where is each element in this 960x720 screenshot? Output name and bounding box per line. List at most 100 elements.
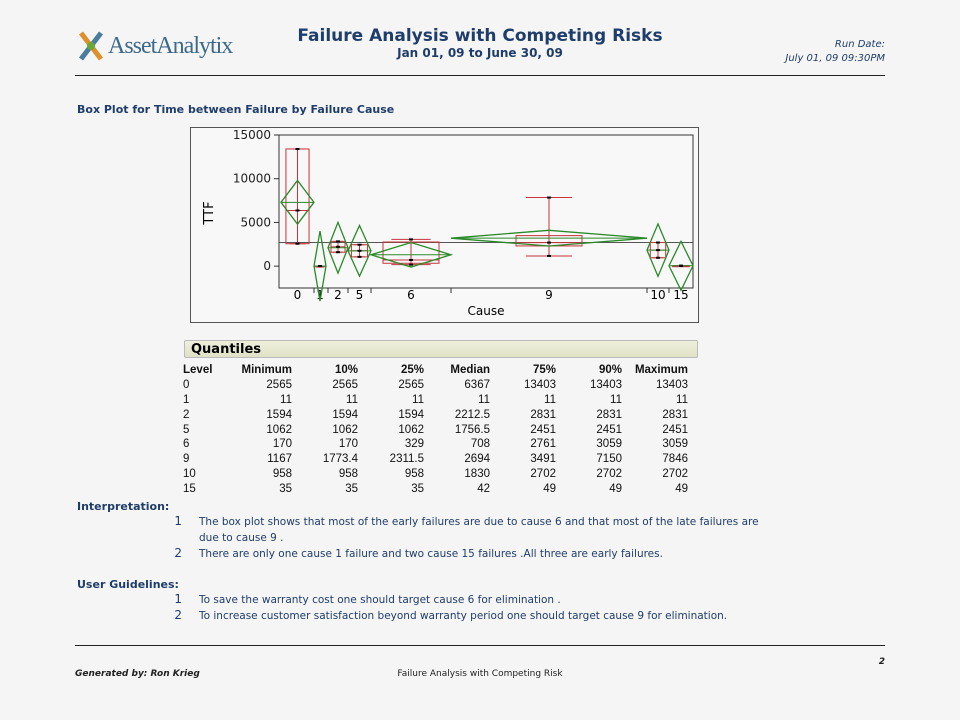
column-header: 25%: [400, 364, 424, 377]
table-cell: 13403: [590, 379, 622, 392]
box-plot-chart: 15000 10000 5000 0 TTF Cause 0 1 2 5 6 9 10 15: [190, 127, 699, 323]
table-cell: 2565: [266, 379, 292, 392]
table-cell: 7150: [596, 453, 622, 466]
run-date-label: Run Date:: [834, 39, 885, 50]
table-cell: 170: [338, 438, 358, 451]
date-range: Jan 01, 09 to June 30, 09: [397, 46, 563, 60]
report-title: Failure Analysis with Competing Risks: [297, 26, 663, 46]
table-cell: 1062: [266, 423, 292, 436]
interp-number: 1: [174, 514, 182, 528]
table-cell: 35: [345, 482, 358, 495]
table-cell: 958: [272, 467, 292, 480]
table-cell: 49: [609, 482, 622, 495]
x-tick-label: 0: [294, 288, 302, 302]
y-axis-label: TTF: [202, 201, 217, 225]
guidelines-label: User Guidelines:: [77, 578, 179, 591]
data-point: [357, 243, 362, 246]
data-point: [336, 240, 340, 243]
table-row: 9 1167 1773.4 2311.5 2694 3491 7150 7846: [183, 452, 688, 467]
y-tick-label: 5000: [240, 215, 271, 229]
table-cell: 0: [183, 379, 190, 392]
x-tick-label: 1: [316, 288, 324, 302]
table-cell: 958: [338, 467, 358, 480]
table-cell: 11: [610, 393, 622, 406]
table-cell: 13403: [656, 379, 688, 392]
column-header: Minimum: [241, 364, 292, 377]
interp-text: There are only one cause 1 failure and t…: [199, 548, 663, 560]
x-tick-label: 15: [673, 288, 688, 302]
table-row: 5 1062 1062 1062 1756.5 2451 2451 2451: [183, 422, 688, 437]
data-point: [547, 254, 551, 257]
data-point: [295, 209, 300, 212]
y-tick-label: 10000: [233, 172, 271, 186]
table-cell: 2451: [596, 423, 622, 436]
interp-text: The box plot shows that most of the earl…: [199, 516, 759, 544]
table-cell: 11: [280, 393, 292, 406]
x-tick-label: 9: [545, 288, 553, 302]
column-header: Level: [183, 364, 213, 377]
logo-x-icon: [79, 31, 103, 61]
table-cell: 1830: [464, 467, 490, 480]
table-cell: 35: [279, 482, 292, 495]
table-cell: 9: [183, 453, 190, 466]
table-cell: 2702: [662, 467, 688, 480]
run-date-value: July 01, 09 09:30PM: [785, 53, 885, 64]
data-point: [547, 241, 551, 244]
column-header: 10%: [334, 364, 358, 377]
data-point: [656, 249, 660, 252]
x-tick-label: 6: [407, 288, 415, 302]
quantiles-header: Quantiles: [184, 340, 698, 358]
table-cell: 49: [543, 482, 556, 495]
column-header: 90%: [598, 364, 622, 377]
guideline-text: To increase customer satisfaction beyond…: [199, 610, 728, 622]
x-tick-label: 2: [334, 288, 342, 302]
table-row: 6 170 170 329 708 2761 3059 3059: [183, 437, 688, 452]
table-cell: 1773.4: [322, 453, 358, 466]
table-cell: 42: [477, 482, 490, 495]
table-cell: 1167: [267, 453, 292, 466]
data-point: [357, 255, 362, 258]
table-cell: 5: [183, 423, 190, 436]
table-cell: 2831: [596, 408, 622, 421]
logo-text: AssetAnalytix: [108, 32, 233, 59]
table-cell: 3491: [530, 453, 556, 466]
table-row: 1 11 11 11 11 11 11 11: [183, 393, 688, 408]
table-cell: 11: [412, 393, 424, 406]
table-cell: 2451: [662, 423, 688, 436]
table-cell: 3059: [596, 438, 622, 451]
x-tick-label: 5: [356, 288, 364, 302]
data-point: [295, 242, 300, 245]
company-logo: AssetAnalytix: [78, 30, 233, 62]
table-cell: 2694: [464, 453, 490, 466]
table-cell: 10: [183, 467, 196, 480]
guideline-number: 1: [174, 592, 182, 606]
data-point: [409, 263, 413, 266]
table-cell: 6: [183, 438, 190, 451]
y-tick-label: 15000: [233, 128, 271, 142]
data-point: [679, 264, 683, 267]
table-cell: 2212.5: [454, 408, 490, 421]
table-cell: 170: [272, 438, 292, 451]
table-cell: 1: [183, 393, 190, 406]
table-cell: 35: [411, 482, 424, 495]
footer-title: Failure Analysis with Competing Risk: [397, 669, 563, 679]
column-header: Median: [450, 364, 490, 377]
page-number: 2: [878, 657, 885, 667]
x-axis-label: Cause: [468, 304, 505, 318]
table-cell: 15: [183, 482, 196, 495]
table-cell: 329: [404, 438, 424, 451]
table-cell: 11: [676, 393, 688, 406]
data-point: [656, 241, 660, 244]
table-cell: 1062: [332, 423, 358, 436]
table-row: 0 2565 2565 2565 6367 13403 13403 13403: [183, 378, 688, 393]
table-cell: 11: [478, 393, 490, 406]
y-tick-label: 0: [263, 259, 271, 273]
footer-divider: [75, 645, 885, 646]
data-point: [547, 196, 551, 199]
data-point: [409, 258, 413, 261]
table-cell: 2565: [332, 379, 358, 392]
data-point: [357, 249, 362, 252]
table-cell: 49: [675, 482, 688, 495]
generated-by: Generated by: Ron Krieg: [75, 669, 200, 679]
